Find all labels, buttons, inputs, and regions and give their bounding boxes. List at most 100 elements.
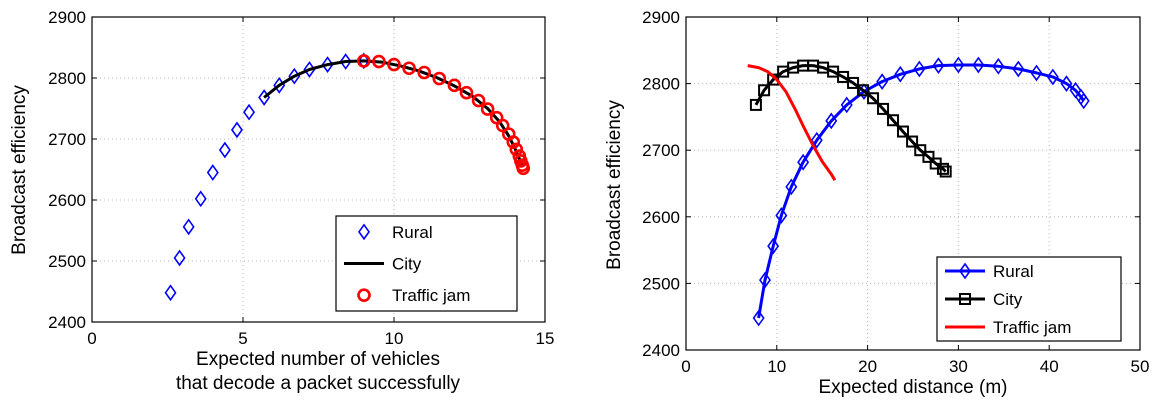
chart-1: Rural City Traffic jam xyxy=(91,16,546,323)
y-axis-label: Broadcast efficiency xyxy=(9,85,30,255)
series-traffic-jam xyxy=(747,64,837,181)
y-tick-label: 2600 xyxy=(642,208,680,227)
x-tick-label: 20 xyxy=(858,357,877,376)
data-point xyxy=(857,84,870,97)
data-point xyxy=(182,218,195,236)
y-tick-label: 2600 xyxy=(48,191,86,210)
data-point xyxy=(243,103,256,121)
data-point xyxy=(785,178,798,196)
data-point xyxy=(173,249,186,267)
legend-swatch-marker xyxy=(959,293,971,305)
series-traffic-jam xyxy=(356,54,531,176)
x-tick-label: 30 xyxy=(949,357,968,376)
data-point xyxy=(992,57,1005,75)
data-point xyxy=(876,73,889,90)
data-point xyxy=(877,102,890,115)
data-point xyxy=(432,71,447,86)
x-tick-label: 50 xyxy=(1131,357,1150,376)
x-tick-label: 15 xyxy=(536,329,555,348)
data-point xyxy=(480,102,495,116)
data-point xyxy=(894,65,907,83)
y-tick-label: 2800 xyxy=(48,69,86,88)
y-tick-label: 2400 xyxy=(48,313,86,332)
x-axis-label: Expected number of vehicles xyxy=(196,349,440,370)
x-tick-label: 0 xyxy=(87,329,96,348)
y-tick-label: 2500 xyxy=(642,274,680,293)
x-axis-label-line2: that decode a packet successfully xyxy=(176,373,461,394)
data-point xyxy=(758,84,771,97)
data-point xyxy=(471,93,486,108)
data-point xyxy=(775,207,788,224)
legend: Rural City Traffic jam xyxy=(335,215,518,312)
data-point xyxy=(356,54,371,68)
y-tick-label: 2900 xyxy=(48,8,86,27)
legend-swatch-marker xyxy=(358,223,370,241)
data-point xyxy=(417,65,432,80)
chart-2: Rural City Traffic jam xyxy=(685,16,1141,351)
data-point xyxy=(936,162,949,175)
data-point xyxy=(914,144,927,157)
data-point xyxy=(509,142,524,157)
series-line xyxy=(747,64,837,181)
data-point xyxy=(230,121,243,139)
x-tick-label: 0 xyxy=(681,357,690,376)
data-point xyxy=(847,76,860,89)
data-point xyxy=(759,271,771,289)
data-point xyxy=(840,96,853,114)
data-point xyxy=(1077,92,1090,110)
data-point xyxy=(810,131,823,149)
data-point xyxy=(459,85,474,100)
data-point xyxy=(218,141,231,159)
data-point xyxy=(1030,64,1043,82)
data-point xyxy=(932,57,945,74)
data-point xyxy=(194,190,207,208)
y-tick-label: 2900 xyxy=(642,8,680,27)
legend-swatch-marker xyxy=(357,288,371,302)
x-tick-label: 5 xyxy=(238,329,247,348)
data-point xyxy=(339,53,352,70)
data-point xyxy=(206,164,219,181)
legend-label: Traffic jam xyxy=(392,286,470,305)
legend-label: Traffic jam xyxy=(993,318,1071,337)
series-rural xyxy=(752,56,1090,327)
y-tick-label: 2500 xyxy=(48,252,86,271)
data-point xyxy=(372,54,386,69)
x-tick-label: 10 xyxy=(385,329,404,348)
data-point xyxy=(952,56,965,74)
legend-label: Rural xyxy=(392,223,433,242)
plot-area-frame xyxy=(91,16,546,323)
x-tick-label: 40 xyxy=(1040,357,1059,376)
data-point xyxy=(897,125,910,138)
data-point xyxy=(1012,60,1025,78)
y-tick-label: 2800 xyxy=(642,75,680,94)
data-point xyxy=(749,98,762,111)
data-point xyxy=(1046,68,1059,86)
y-tick-label: 2700 xyxy=(48,130,86,149)
data-point xyxy=(516,161,531,176)
data-point xyxy=(447,78,462,93)
data-point xyxy=(887,114,900,127)
data-point xyxy=(506,135,521,149)
plot-area-frame xyxy=(685,16,1141,351)
legend: Rural City Traffic jam xyxy=(936,256,1122,342)
y-tick-label: 2700 xyxy=(642,141,680,160)
data-point xyxy=(752,309,765,327)
legend-label: Rural xyxy=(993,262,1034,281)
data-point xyxy=(939,165,952,178)
series-city xyxy=(749,59,952,178)
y-axis-label: Broadcast efficiency xyxy=(604,100,625,270)
data-point xyxy=(387,57,401,72)
data-point xyxy=(402,61,416,76)
data-point xyxy=(357,52,370,70)
x-tick-label: 10 xyxy=(767,357,786,376)
legend-label: City xyxy=(392,255,422,274)
legend-swatch-marker xyxy=(959,262,971,280)
data-point xyxy=(825,112,838,130)
legend-label: City xyxy=(993,290,1023,309)
data-point xyxy=(321,56,334,73)
data-point xyxy=(867,92,880,105)
x-axis-label: Expected distance (m) xyxy=(818,377,1007,398)
data-point xyxy=(922,150,935,163)
data-point xyxy=(1060,75,1073,92)
